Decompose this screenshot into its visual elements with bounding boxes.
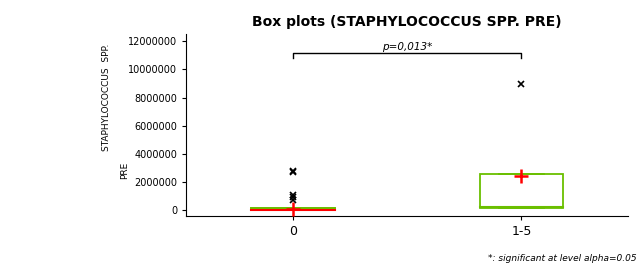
Text: PRE: PRE bbox=[120, 162, 129, 179]
Bar bbox=[480, 173, 563, 208]
Text: *: significant at level alpha=0.05: *: significant at level alpha=0.05 bbox=[488, 254, 637, 263]
Text: p=0,013*: p=0,013* bbox=[382, 42, 432, 52]
Bar bbox=[251, 208, 335, 210]
Text: STAPHYLOCOCCUS  SPP.: STAPHYLOCOCCUS SPP. bbox=[102, 44, 111, 152]
Title: Box plots (STAPHYLOCOCCUS SPP. PRE): Box plots (STAPHYLOCOCCUS SPP. PRE) bbox=[252, 15, 562, 29]
